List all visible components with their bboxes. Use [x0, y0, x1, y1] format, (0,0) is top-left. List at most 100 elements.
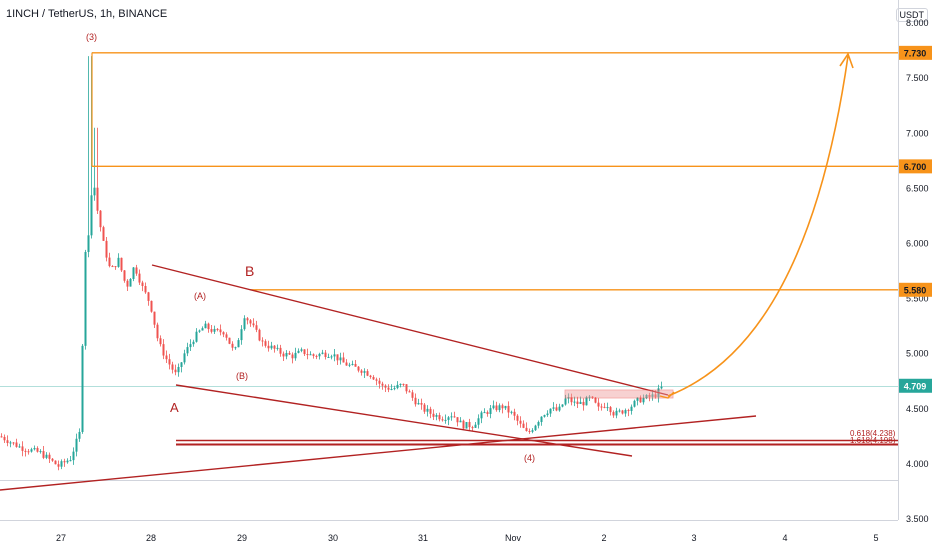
candle-body	[336, 354, 339, 361]
time-tick-label: Nov	[505, 533, 522, 543]
candle-body	[456, 417, 459, 423]
time-tick-label: 30	[328, 533, 338, 543]
candle-body	[654, 394, 657, 398]
time-tick-label: 2	[601, 533, 606, 543]
candle-body	[552, 407, 555, 409]
price-axis[interactable]: 3.500 4.000 4.500 5.000 5.500 6.000 6.500 7.000…	[906, 18, 929, 524]
candle-body	[534, 425, 537, 431]
candle-body	[234, 347, 237, 349]
candle-body	[525, 427, 528, 431]
candle-body	[567, 397, 570, 399]
candle-body	[138, 273, 141, 283]
candle-body	[489, 408, 492, 415]
candle-body	[240, 329, 243, 341]
candle-body	[231, 343, 234, 348]
candle-body	[57, 464, 60, 467]
candle-body	[153, 311, 156, 325]
candle-body	[258, 329, 261, 341]
candle-body	[180, 362, 183, 367]
candle-body	[615, 410, 618, 416]
resistance-zone	[564, 389, 674, 399]
candle-body	[183, 353, 186, 363]
candle-body	[492, 405, 495, 409]
candle-body	[6, 440, 9, 443]
candle-body	[351, 363, 354, 365]
price-unit-button[interactable]: USDT	[895, 8, 928, 22]
candle-body	[345, 362, 348, 366]
candle-body	[543, 415, 546, 417]
candle-body	[501, 405, 504, 409]
candle-body	[315, 355, 318, 357]
fib-label-1618: 1.618(4.198)	[850, 436, 896, 445]
candle-body	[630, 406, 633, 411]
time-axis[interactable]: 27 28 29 30 31 Nov 2 3 4 5	[56, 533, 879, 543]
candle-body	[444, 419, 447, 421]
candle-body	[222, 332, 225, 335]
candle-body	[600, 406, 603, 408]
candle-body	[549, 408, 552, 414]
price-tick-label: 7.000	[906, 128, 929, 138]
candle-body	[267, 345, 270, 349]
candle-body	[186, 347, 189, 354]
candle-body	[90, 195, 93, 236]
candle-body	[198, 330, 201, 332]
candle-body	[612, 412, 615, 416]
price-tick-label: 5.500	[906, 294, 929, 304]
fib-label-0618: 0.618(4.238)	[850, 429, 896, 438]
candle-body	[426, 408, 429, 412]
price-tick-label: 7.500	[906, 73, 929, 83]
candle-body	[438, 415, 441, 420]
candle-body	[333, 354, 336, 357]
candle-body	[420, 403, 423, 405]
candle-body	[609, 407, 612, 413]
candle-body	[450, 416, 453, 418]
wave-label-a: A	[170, 400, 179, 415]
price-level-badge-bg	[899, 45, 932, 60]
candle-body	[75, 438, 78, 452]
candle-body	[147, 292, 150, 301]
candle-body	[372, 376, 375, 380]
candle-body	[216, 328, 219, 330]
candle-body	[114, 266, 117, 268]
candle-body	[270, 345, 273, 349]
candle-body	[591, 396, 594, 398]
candle-body	[582, 401, 585, 406]
candle-body	[252, 323, 255, 326]
candle-body	[207, 323, 210, 330]
wave-label-b-sub: (B)	[236, 371, 248, 381]
candle-body	[165, 355, 168, 360]
candle-body	[465, 422, 468, 429]
candle-body	[60, 461, 63, 467]
candle-body	[624, 410, 627, 414]
candle-body	[84, 251, 87, 346]
candle-body	[447, 417, 450, 420]
candle-body	[237, 340, 240, 348]
candle-body	[459, 420, 462, 423]
candle-body	[291, 354, 294, 359]
current-price-badge-bg	[899, 378, 932, 393]
candle-body	[504, 405, 507, 409]
candle-body	[39, 451, 42, 453]
candle-body	[597, 402, 600, 407]
candle-body	[111, 266, 114, 268]
candle-body	[387, 387, 390, 390]
candle-body	[249, 320, 252, 324]
candle-body	[150, 300, 153, 312]
candle-body	[603, 406, 606, 408]
price-tick-label: 5.000	[906, 349, 929, 359]
candle-body	[594, 397, 597, 403]
candle-body	[432, 413, 435, 417]
candle-body	[72, 451, 75, 461]
candle-body	[24, 450, 27, 452]
candle-body	[306, 354, 309, 356]
candle-body	[156, 324, 159, 339]
candle-body	[45, 454, 48, 458]
candle-body	[651, 394, 654, 397]
candle-body	[360, 370, 363, 373]
candle-body	[99, 210, 102, 228]
candle-body	[558, 406, 561, 411]
candle-body	[618, 410, 621, 412]
candle-body	[639, 397, 642, 403]
candle-body	[510, 411, 513, 413]
